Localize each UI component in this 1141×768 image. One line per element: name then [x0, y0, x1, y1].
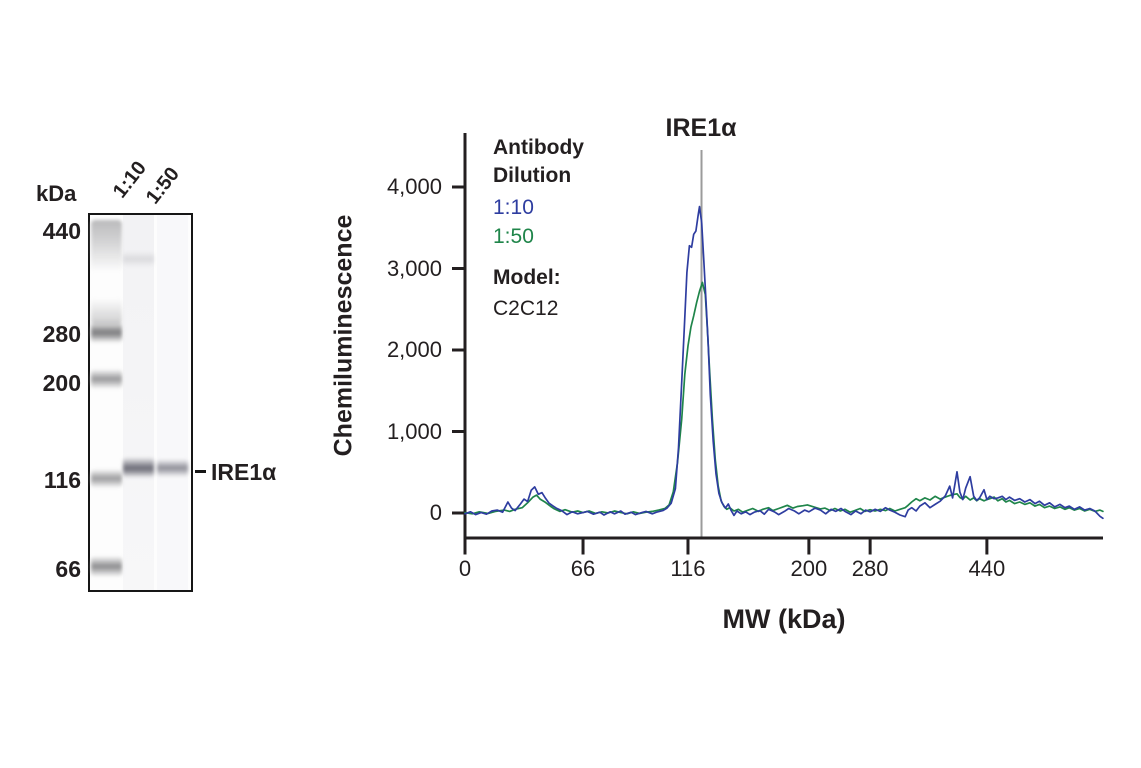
x-tick-label-440: 440	[968, 556, 1006, 581]
legend-model-value: C2C12	[493, 297, 559, 320]
ladder-band-66	[91, 556, 122, 577]
x-tick-label-116: 116	[670, 556, 706, 581]
x-tick-label-200: 200	[790, 556, 828, 581]
band-pointer-dash	[195, 470, 206, 473]
ire1a-band-1-50	[157, 459, 188, 477]
mw-marker-200: 200	[42, 370, 81, 396]
y-tick-label-3000: 3,000	[386, 255, 442, 281]
x-tick-label-66: 66	[570, 556, 596, 581]
blot-image	[88, 213, 193, 592]
x-axis-title: MW (kDa)	[722, 604, 846, 634]
kda-units-label: kDa	[36, 181, 77, 206]
y-tick-label-4000: 4,000	[386, 174, 442, 199]
y-tick-label-2000: 2,000	[386, 337, 442, 362]
ire1a-band-1-10	[123, 457, 154, 478]
ladder-band-116	[91, 469, 122, 488]
mw-marker-440: 440	[42, 218, 81, 244]
sample-lane-1-50	[157, 215, 188, 590]
sample-lane-1-10	[123, 215, 154, 590]
ladder-lane	[91, 215, 122, 590]
x-tick-label-280: 280	[851, 556, 889, 581]
blot-band-annotation: IRE1α	[211, 459, 277, 485]
faint-band-1-10	[123, 251, 154, 267]
trace-1-10	[464, 205, 1104, 520]
legend-entry-1-10: 1:10	[493, 196, 534, 219]
trace-1-50	[464, 281, 1104, 515]
ladder-band-440	[91, 220, 122, 272]
ladder-smear-280	[91, 298, 122, 324]
ladder-band-280	[91, 321, 122, 343]
chart-peak-title: IRE1α	[665, 114, 737, 142]
legend-entry-1-50: 1:50	[493, 225, 534, 248]
mw-marker-280: 280	[42, 321, 81, 347]
mw-marker-66: 66	[55, 556, 81, 582]
y-tick-label-0: 0	[429, 500, 442, 525]
legend-title: Antibody Dilution	[493, 136, 584, 187]
legend-model-label: Model:	[493, 266, 561, 289]
x-tick-label-0: 0	[458, 556, 472, 581]
y-tick-label-1000: 1,000	[386, 418, 442, 444]
ladder-band-200	[91, 369, 122, 389]
mw-marker-116: 116	[43, 467, 81, 493]
